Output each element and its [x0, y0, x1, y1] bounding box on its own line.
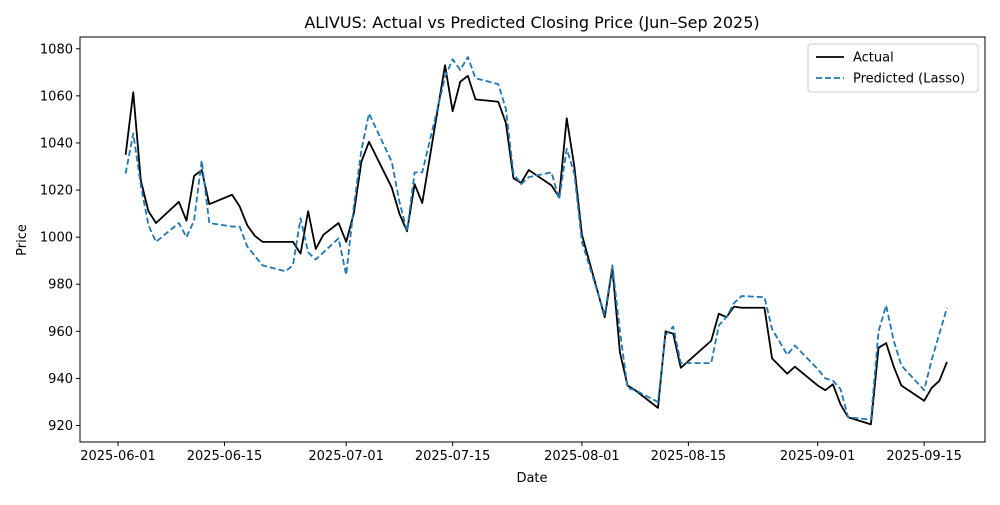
y-tick-label: 940	[48, 372, 73, 387]
plot-frame	[79, 36, 986, 443]
legend-label-predicted: Predicted (Lasso)	[853, 72, 965, 87]
x-tick-label: 2025-08-15	[651, 449, 727, 464]
y-tick-label: 1020	[40, 184, 73, 199]
y-tick-label: 920	[48, 419, 73, 434]
x-tick-label: 2025-07-15	[415, 449, 491, 464]
series-line-predicted	[124, 56, 948, 421]
plot-layer	[124, 56, 948, 426]
legend-label-actual: Actual	[853, 51, 894, 66]
x-tick-label: 2025-06-01	[80, 449, 156, 464]
x-axis-ticks: 2025-06-01 2025-06-15 2025-07-01 2025-07-15…	[80, 442, 962, 464]
chart-title: ALIVUS: Actual vs Predicted Closing Pric…	[304, 13, 759, 32]
y-tick-label: 1000	[40, 231, 73, 246]
legend-box	[807, 43, 979, 93]
y-tick-label: 1040	[40, 136, 73, 151]
y-tick-label: 980	[48, 278, 73, 293]
y-axis-label: Price	[15, 224, 30, 256]
y-tick-label: 1060	[40, 89, 73, 104]
x-tick-label: 2025-09-01	[780, 449, 856, 464]
x-axis-label: Date	[516, 471, 547, 486]
x-tick-label: 2025-06-15	[187, 449, 263, 464]
x-tick-label: 2025-08-01	[544, 449, 620, 464]
y-tick-label: 1080	[40, 42, 73, 57]
x-tick-label: 2025-09-15	[886, 449, 962, 464]
x-tick-label: 2025-07-01	[308, 449, 384, 464]
legend: Actual Predicted (Lasso)	[807, 43, 979, 93]
series-line-actual	[124, 64, 948, 426]
y-tick-label: 960	[48, 325, 73, 340]
y-axis-ticks: 920 940 960 980 1000 1020 1040 1060 1080	[40, 42, 80, 434]
